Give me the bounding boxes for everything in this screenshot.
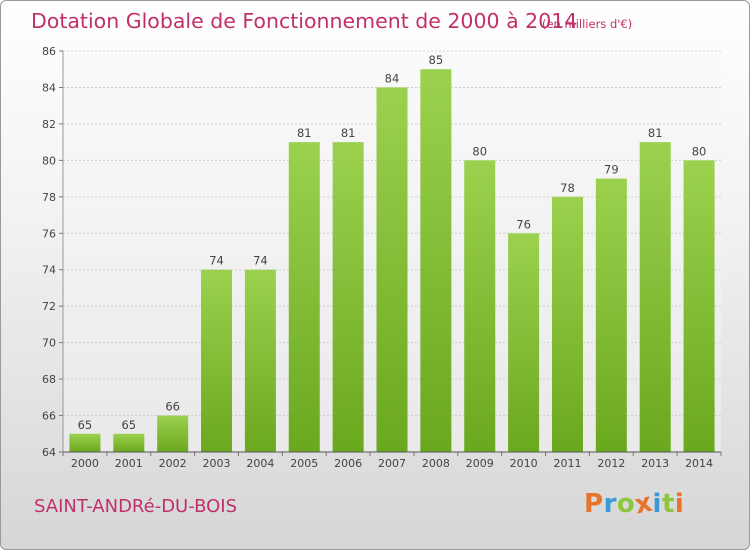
y-tick-label: 64 [42,446,56,459]
bar-value-label: 85 [429,53,444,67]
y-tick-label: 70 [42,337,56,350]
x-tick-label: 2010 [510,457,538,470]
logo-letter: P [584,489,604,519]
y-tick-label: 82 [42,118,56,131]
bar-value-label: 74 [253,254,268,268]
bar-value-label: 81 [648,126,663,140]
bar [551,196,583,452]
x-tick-label: 2001 [115,457,143,470]
x-tick-label: 2014 [685,457,713,470]
bar [113,433,145,452]
bar [332,142,364,453]
x-tick-label: 2004 [246,457,274,470]
bar [201,269,233,452]
x-tick-label: 2002 [159,457,187,470]
commune-name: SAINT-ANDRé-DU-BOIS [34,496,238,517]
bar [464,160,496,452]
bar-value-label: 81 [297,126,312,140]
bar-value-label: 79 [604,163,619,177]
x-axis-ticks: 2000 2001 2002 2003 2004 2005 2006 2007 2008 2009… [62,452,722,470]
x-tick-label: 2006 [334,457,362,470]
bar [69,433,101,452]
bar [157,415,189,452]
bar [595,178,627,452]
y-tick-label: 72 [42,300,56,313]
x-tick-label: 2007 [378,457,406,470]
y-tick-label: 80 [42,154,56,167]
x-tick-label: 2000 [71,457,99,470]
bar [683,160,715,452]
y-tick-label: 86 [42,45,56,58]
y-tick-label: 66 [42,410,56,423]
y-tick-label: 68 [42,373,56,386]
x-tick-label: 2012 [597,457,625,470]
bar [420,69,452,453]
bar [376,87,408,453]
y-tick-label: 76 [42,227,56,240]
chart-unit: (en milliers d'€) [542,17,633,31]
bar-value-label: 66 [165,400,180,414]
x-tick-label: 2013 [641,457,669,470]
bar-value-label: 65 [78,418,93,432]
y-axis-ticks: 64 66 68 70 72 74 76 78 80 82 84 86 [42,45,63,459]
bar [244,269,276,452]
logo-letter: r [603,489,617,519]
proxiti-logo: Proxiti [584,488,685,521]
x-tick-label: 2009 [466,457,494,470]
bars: 65 65 66 74 74 81 81 84 85 80 76 78 79 81 80 [69,53,715,453]
bar-value-label: 78 [560,181,575,195]
bar-value-label: 84 [385,71,400,85]
chart-title: Dotation Globale de Fonctionnement de 20… [31,9,578,33]
bar [288,142,320,453]
bar-value-label: 80 [472,144,487,158]
logo-letter: t [661,489,675,519]
bar-value-label: 74 [209,254,224,268]
x-tick-label: 2011 [553,457,581,470]
y-tick-label: 74 [42,264,56,277]
bar [639,142,671,453]
logo-letter: i [674,489,685,519]
bar-value-label: 80 [692,144,707,158]
x-tick-label: 2008 [422,457,450,470]
x-tick-label: 2005 [290,457,318,470]
bar-value-label: 81 [341,126,356,140]
bar-value-label: 65 [121,418,136,432]
y-tick-label: 78 [42,191,56,204]
y-tick-label: 84 [42,81,56,94]
bar [508,233,540,452]
bar-value-label: 76 [516,217,531,231]
x-tick-label: 2003 [203,457,231,470]
logo-letter: i [652,489,662,519]
logo-letter: o [616,489,636,519]
